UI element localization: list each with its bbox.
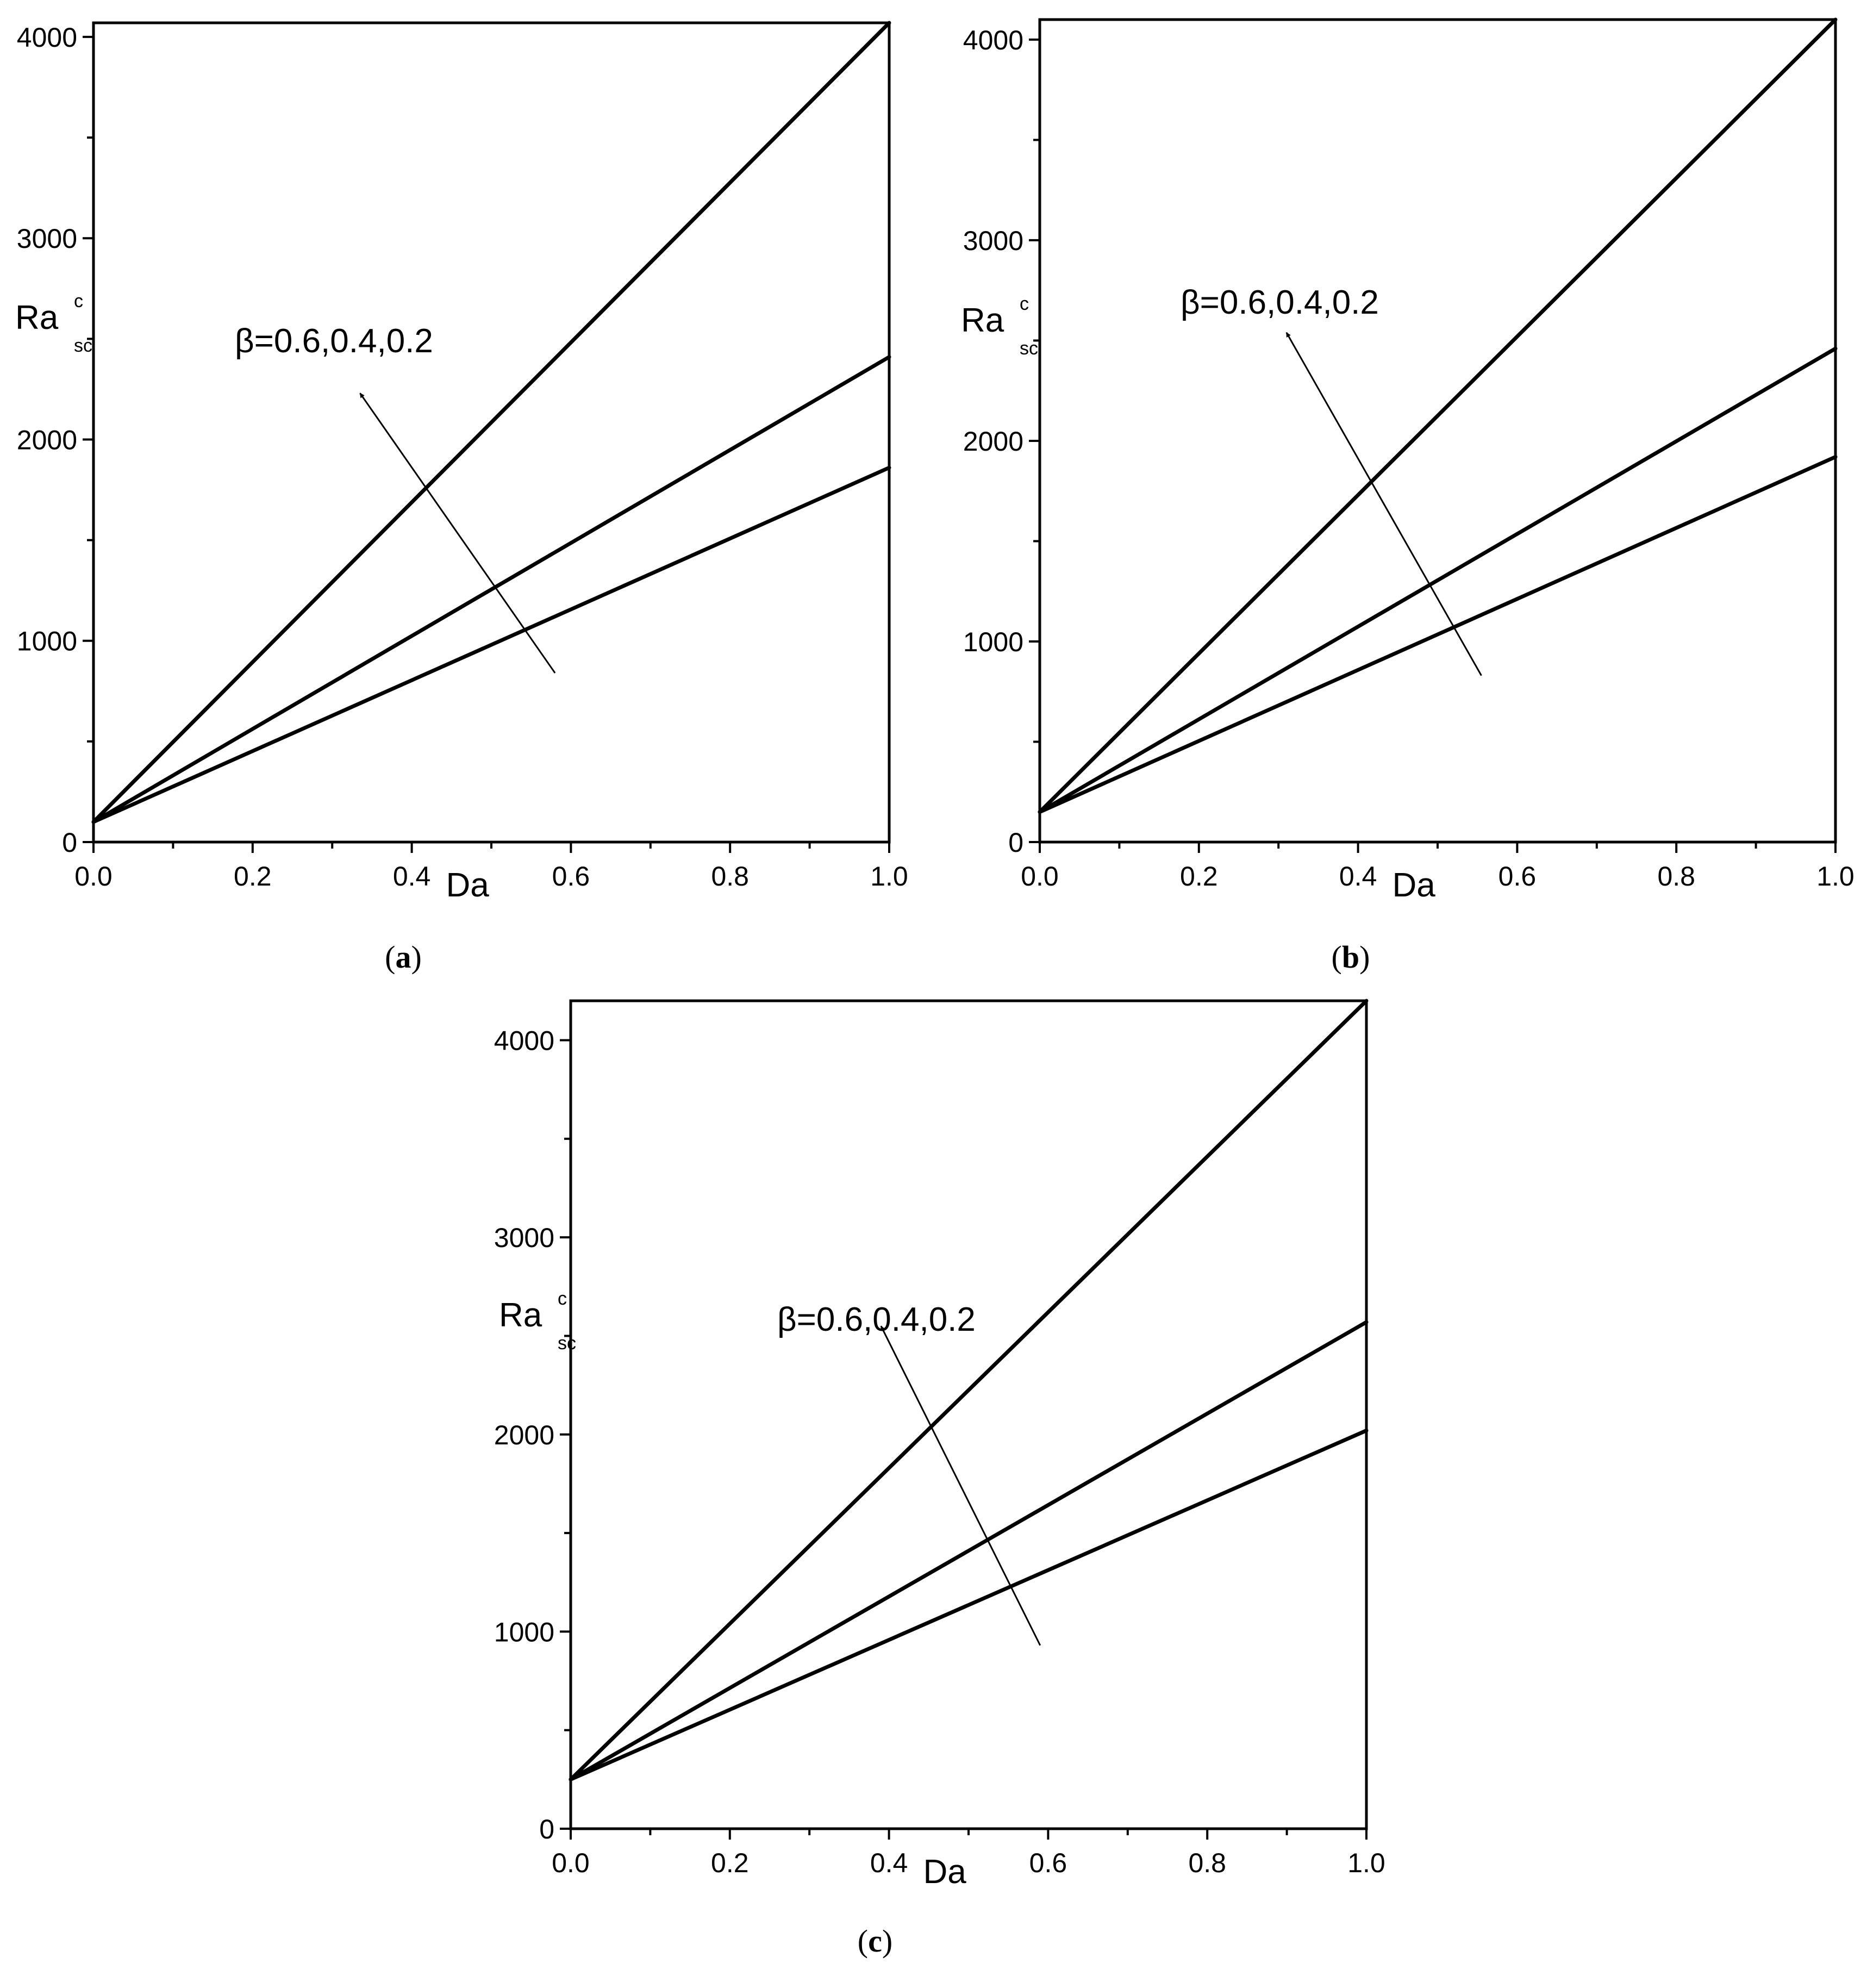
beta-annotation: β=0.6,0.4,0.2 — [1181, 284, 1379, 321]
y-axis-label: Ra — [15, 299, 59, 336]
y-tick-label: 2000 — [963, 426, 1023, 457]
y-tick-label: 1000 — [494, 1617, 554, 1647]
x-tick-label: 0.0 — [552, 1848, 590, 1878]
chart-panel-a: 0.0 0.2 0.4 0.6 0.8 1.0 0 1000 2000 3000 4000 Da Ra c… — [15, 21, 908, 975]
y-tick-label: 4000 — [963, 25, 1023, 55]
plot-frame — [1038, 18, 1837, 844]
y-tick-label: 0 — [1008, 827, 1023, 858]
plot-frame — [92, 21, 891, 844]
panel-caption: (a) — [385, 939, 422, 975]
panel-caption: (c) — [858, 1923, 892, 1959]
annotation-arrow — [880, 1325, 1041, 1646]
x-tick-label: 1.0 — [1816, 861, 1854, 892]
series-line-1 — [569, 999, 1369, 1781]
x-axis-label: Da — [446, 867, 489, 904]
x-tick-label: 0.2 — [1180, 861, 1218, 892]
annotation-arrow — [1285, 332, 1482, 676]
series-line-1 — [91, 21, 891, 824]
plot-frame — [569, 999, 1368, 1830]
chart-panel-b: 0.0 0.2 0.4 0.6 0.8 1.0 0 1000 2000 3000 4000 Da Ra c… — [961, 17, 1854, 975]
chart-panel-c: 0.0 0.2 0.4 0.6 0.8 1.0 0 1000 2000 3000 4000 Da Ra c… — [494, 999, 1385, 1959]
y-tick-label: 3000 — [963, 226, 1023, 256]
y-axis-label-superscript: c — [74, 291, 83, 311]
x-tick-label: 1.0 — [870, 861, 908, 892]
x-tick-label: 0.6 — [1029, 1848, 1067, 1878]
y-tick-label: 0 — [539, 1814, 554, 1844]
beta-annotation: β=0.6,0.4,0.2 — [235, 322, 433, 360]
y-axis-label-superscript: c — [1020, 294, 1029, 314]
y-tick-label: 4000 — [494, 1026, 554, 1056]
y-tick-label: 1000 — [17, 626, 77, 657]
x-axis-label: Da — [1392, 867, 1435, 904]
y-tick-label: 2000 — [17, 425, 77, 455]
y-tick-label: 3000 — [494, 1223, 554, 1253]
y-axis-label-subscript: sc — [558, 1333, 576, 1354]
beta-annotation: β=0.6,0.4,0.2 — [777, 1301, 976, 1338]
series-line-2 — [569, 1320, 1369, 1781]
x-tick-label: 0.8 — [1188, 1848, 1226, 1878]
series-line-1 — [1038, 17, 1838, 814]
series-line-3 — [91, 465, 891, 824]
x-tick-label: 0.4 — [870, 1848, 908, 1878]
series-line-2 — [91, 355, 891, 824]
y-axis-label: Ra — [961, 302, 1004, 339]
y-axis-label: Ra — [499, 1297, 542, 1334]
y-tick-label: 2000 — [494, 1420, 554, 1450]
y-axis-label-superscript: c — [558, 1288, 567, 1309]
x-tick-label: 0.8 — [1657, 861, 1695, 892]
series-line-3 — [1038, 454, 1838, 814]
y-tick-label: 0 — [62, 827, 77, 858]
y-axis-label-subscript: sc — [1020, 338, 1038, 359]
series-line-3 — [569, 1429, 1369, 1781]
x-tick-label: 0.2 — [711, 1848, 749, 1878]
x-tick-label: 1.0 — [1347, 1848, 1385, 1878]
x-tick-label: 0.2 — [234, 861, 272, 892]
y-tick-label: 4000 — [17, 22, 77, 53]
panel-caption: (b) — [1332, 939, 1370, 975]
annotation-arrow — [359, 392, 556, 674]
x-tick-label: 0.6 — [552, 861, 590, 892]
y-axis-label-subscript: sc — [74, 335, 92, 356]
x-tick-label: 0.4 — [393, 861, 431, 892]
x-tick-label: 0.0 — [1021, 861, 1059, 892]
x-axis-label: Da — [923, 1853, 966, 1891]
x-tick-label: 0.0 — [74, 861, 113, 892]
x-tick-label: 0.4 — [1339, 861, 1377, 892]
x-tick-label: 0.6 — [1498, 861, 1537, 892]
y-tick-label: 3000 — [17, 223, 77, 254]
series-line-2 — [1038, 346, 1838, 814]
x-tick-label: 0.8 — [711, 861, 749, 892]
y-tick-label: 1000 — [963, 627, 1023, 657]
